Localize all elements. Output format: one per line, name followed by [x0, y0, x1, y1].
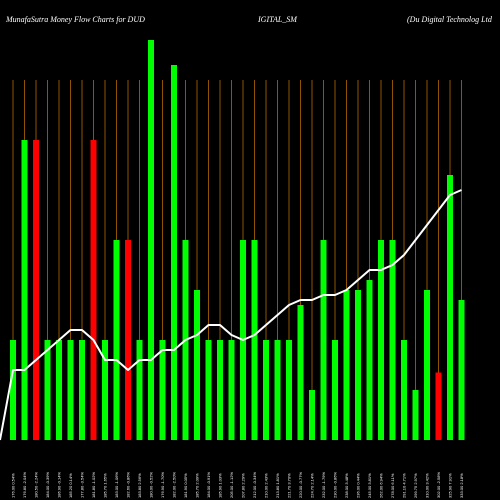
bar	[378, 240, 384, 440]
bar	[205, 340, 212, 440]
bar	[332, 340, 338, 440]
x-tick-label: 236.00 0.44%	[356, 473, 361, 498]
x-tick-label: 183.00 -1.06%	[114, 472, 119, 498]
bar	[412, 390, 419, 440]
bar	[67, 340, 74, 440]
x-tick-label: 212.00 -0.34%	[252, 472, 257, 498]
bar	[424, 290, 430, 440]
chart-title-right: (Du Digital Technolog Ltd	[407, 15, 493, 24]
x-tick-labels: 176.00 0.54% 176.80 -2.04% 180.50 -2.24% 18…	[11, 472, 465, 498]
x-tick-label: 186.90 -0.14%	[57, 472, 62, 498]
bar	[263, 340, 269, 440]
bar	[343, 290, 350, 440]
x-tick-label: 205.00 -1.12%	[229, 472, 234, 498]
x-tick-label: 181.80 -1.02%	[91, 472, 96, 498]
x-tick-label: 184.00 -0.91%	[206, 472, 211, 498]
bar	[136, 340, 143, 440]
bar	[102, 340, 108, 440]
bar	[401, 340, 407, 440]
bar	[44, 340, 51, 440]
x-tick-label: 176.90 -1.70%	[160, 472, 165, 498]
x-tick-label: 183.80 2.56%	[137, 473, 142, 498]
x-tick-label: 302.00 -2.58%	[436, 472, 441, 498]
x-tick-label: 213.80 1.81%	[275, 473, 280, 498]
bar	[355, 290, 361, 440]
x-tick-label: 245.00 3.81%	[367, 473, 372, 498]
x-tick-label: 182.00 -2.50%	[172, 472, 177, 498]
x-tick-label: 185.70 1.65%	[103, 473, 108, 498]
x-tick-label: 185.20 0.14%	[68, 473, 73, 498]
bar	[320, 240, 327, 440]
x-tick-label: 230.00 -0.86%	[333, 472, 338, 498]
x-tick-label: 176.80 -2.04%	[22, 472, 27, 498]
bar	[90, 140, 97, 440]
x-tick-label: 210.00 2.43%	[264, 473, 269, 498]
bar	[458, 300, 465, 440]
bar	[79, 340, 85, 440]
x-tick-label: 184.00 -0.39%	[45, 472, 50, 498]
price-line-path	[0, 189, 462, 441]
x-tick-label: 224.70 2.14%	[310, 473, 315, 498]
bar	[194, 290, 200, 440]
x-tick-label: 262.00 6.94%	[379, 473, 384, 498]
bar	[10, 340, 16, 440]
x-tick-label: 238.00 3.48%	[344, 473, 349, 498]
bar	[251, 240, 258, 440]
x-tick-label: 185.90 1.03%	[218, 473, 223, 498]
x-tick-label: 180.00 -0.52%	[149, 472, 154, 498]
bar	[286, 340, 292, 440]
x-tick-label: 220.00 -0.77%	[298, 472, 303, 498]
x-tick-label: 182.60 -0.86%	[126, 472, 131, 498]
bar	[171, 65, 177, 440]
bar	[217, 340, 223, 440]
x-tick-label: 180.50 -2.24%	[34, 472, 39, 498]
price-line	[0, 189, 462, 441]
x-tick-label: 181.90 0.05%	[183, 473, 188, 498]
bar	[297, 305, 304, 440]
bar	[447, 175, 453, 440]
x-tick-label: 299.75 2.97%	[413, 473, 418, 498]
x-tick-label: 176.00 0.54%	[11, 473, 16, 498]
x-tick-label: 291.10 4.71%	[402, 473, 407, 498]
x-tick-label: 310.00 3.42%	[425, 473, 430, 498]
x-tick-label: 185.70 2.09%	[195, 473, 200, 498]
x-tick-label: 325.90 7.91%	[448, 473, 453, 498]
x-tick-label: 221.70 3.70%	[287, 473, 292, 498]
bar	[56, 340, 62, 440]
x-tick-label: 232.00 -1.79%	[321, 472, 326, 498]
bar	[435, 372, 442, 440]
bar	[228, 340, 235, 440]
bar	[125, 240, 131, 440]
x-tick-label: 333.00 2.18%	[459, 473, 464, 498]
bar	[21, 140, 28, 440]
x-tick-label: 207.80 2.29%	[241, 473, 246, 498]
bars	[10, 40, 465, 440]
chart-title-mid: IGITAL_SM	[257, 15, 298, 24]
bar	[366, 280, 373, 440]
bar	[159, 340, 166, 440]
bar	[274, 340, 281, 440]
bar	[33, 140, 39, 440]
bar	[148, 40, 154, 440]
bar	[389, 240, 396, 440]
chart-title-left: MunafaSutra Money Flow Charts for DUD	[5, 15, 145, 24]
x-tick-label: 177.80 -3.54%	[80, 472, 85, 498]
x-tick-label: 278.00 6.11%	[390, 473, 395, 498]
bar	[309, 390, 315, 440]
bar	[113, 240, 120, 440]
